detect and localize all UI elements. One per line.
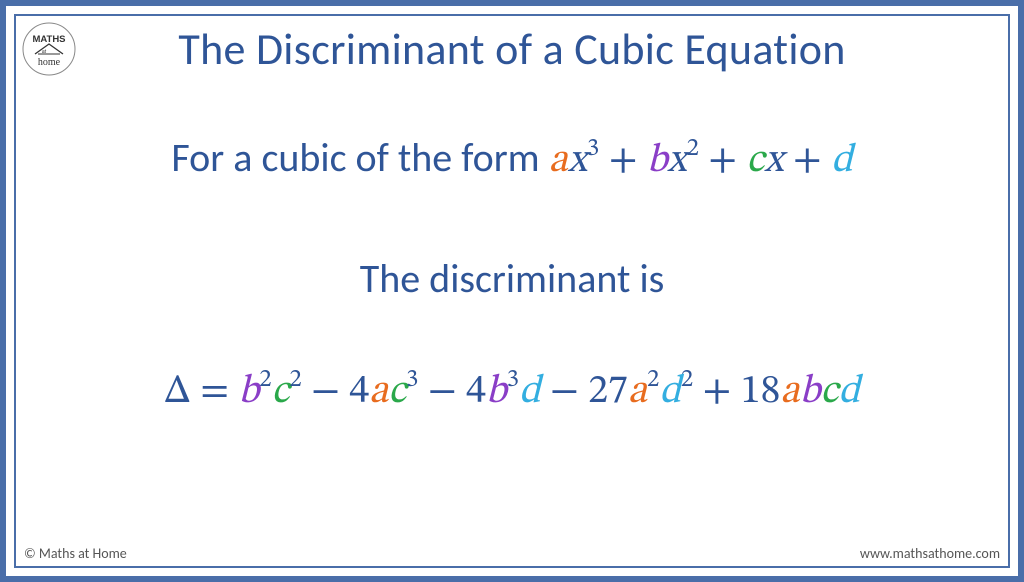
plus-2: + bbox=[699, 141, 747, 181]
lead-text: For a cubic of the form bbox=[171, 133, 548, 182]
logo-badge: MATHS at home bbox=[22, 22, 76, 76]
equals: = bbox=[191, 372, 239, 412]
discriminant-label: The discriminant is bbox=[16, 259, 1008, 299]
term-a: a bbox=[628, 372, 647, 412]
var-x: x bbox=[764, 141, 783, 181]
logo-text-mid: at bbox=[42, 49, 47, 55]
term-c: c bbox=[388, 372, 406, 412]
plus-1: + bbox=[599, 141, 647, 181]
coef-a: a bbox=[549, 141, 568, 181]
inner-frame: MATHS at home The Discriminant of a Cubi… bbox=[14, 14, 1010, 568]
term-d: d bbox=[519, 372, 541, 412]
exp-2: 2 bbox=[687, 136, 699, 161]
exp-3: 3 bbox=[587, 136, 599, 161]
term-d: d bbox=[838, 372, 860, 412]
term-a: a bbox=[780, 372, 799, 412]
term-a: a bbox=[369, 372, 388, 412]
delta-symbol: Δ bbox=[164, 372, 191, 412]
plus-1: + bbox=[693, 372, 741, 412]
exp-2: 2 bbox=[259, 367, 271, 392]
math-expression: Δ = b2c2 − 4ac3 − 4b3d − 27a2d2 + 18abcd bbox=[164, 372, 860, 412]
plus-3: + bbox=[783, 141, 831, 181]
discriminant-formula: Δ = b2c2 − 4ac3 − 4b3d − 27a2d2 + 18abcd bbox=[16, 369, 1008, 412]
exp-3: 3 bbox=[406, 367, 418, 392]
term-c: c bbox=[272, 372, 290, 412]
outer-frame: MATHS at home The Discriminant of a Cubi… bbox=[0, 0, 1024, 582]
term-b: b bbox=[800, 372, 821, 412]
minus-2: − bbox=[418, 372, 466, 412]
logo-text-bottom: home bbox=[38, 57, 61, 68]
const-4: 4 bbox=[466, 372, 486, 412]
const-18: 18 bbox=[741, 372, 781, 412]
const-27: 27 bbox=[588, 372, 628, 412]
var-x: x bbox=[667, 141, 686, 181]
exp-2: 2 bbox=[647, 367, 659, 392]
exp-2: 2 bbox=[289, 367, 301, 392]
math-expression: ax3 + bx2 + cx + d bbox=[549, 141, 853, 181]
term-d: d bbox=[659, 372, 681, 412]
coef-b: b bbox=[647, 141, 667, 181]
minus-1: − bbox=[302, 372, 350, 412]
const-4: 4 bbox=[349, 372, 369, 412]
term-b: b bbox=[486, 372, 507, 412]
exp-3: 3 bbox=[507, 367, 519, 392]
coef-c: c bbox=[746, 141, 764, 181]
exp-2: 2 bbox=[681, 367, 693, 392]
website-url: www.mathsathome.com bbox=[860, 545, 1000, 562]
term-b: b bbox=[238, 372, 259, 412]
page-title: The Discriminant of a Cubic Equation bbox=[16, 22, 1008, 76]
term-c: c bbox=[820, 372, 838, 412]
copyright-text: © Maths at Home bbox=[24, 545, 127, 562]
var-x: x bbox=[568, 141, 587, 181]
minus-3: − bbox=[541, 372, 589, 412]
coef-d: d bbox=[831, 141, 853, 181]
cubic-form-line: For a cubic of the form ax3 + bx2 + cx +… bbox=[16, 138, 1008, 181]
